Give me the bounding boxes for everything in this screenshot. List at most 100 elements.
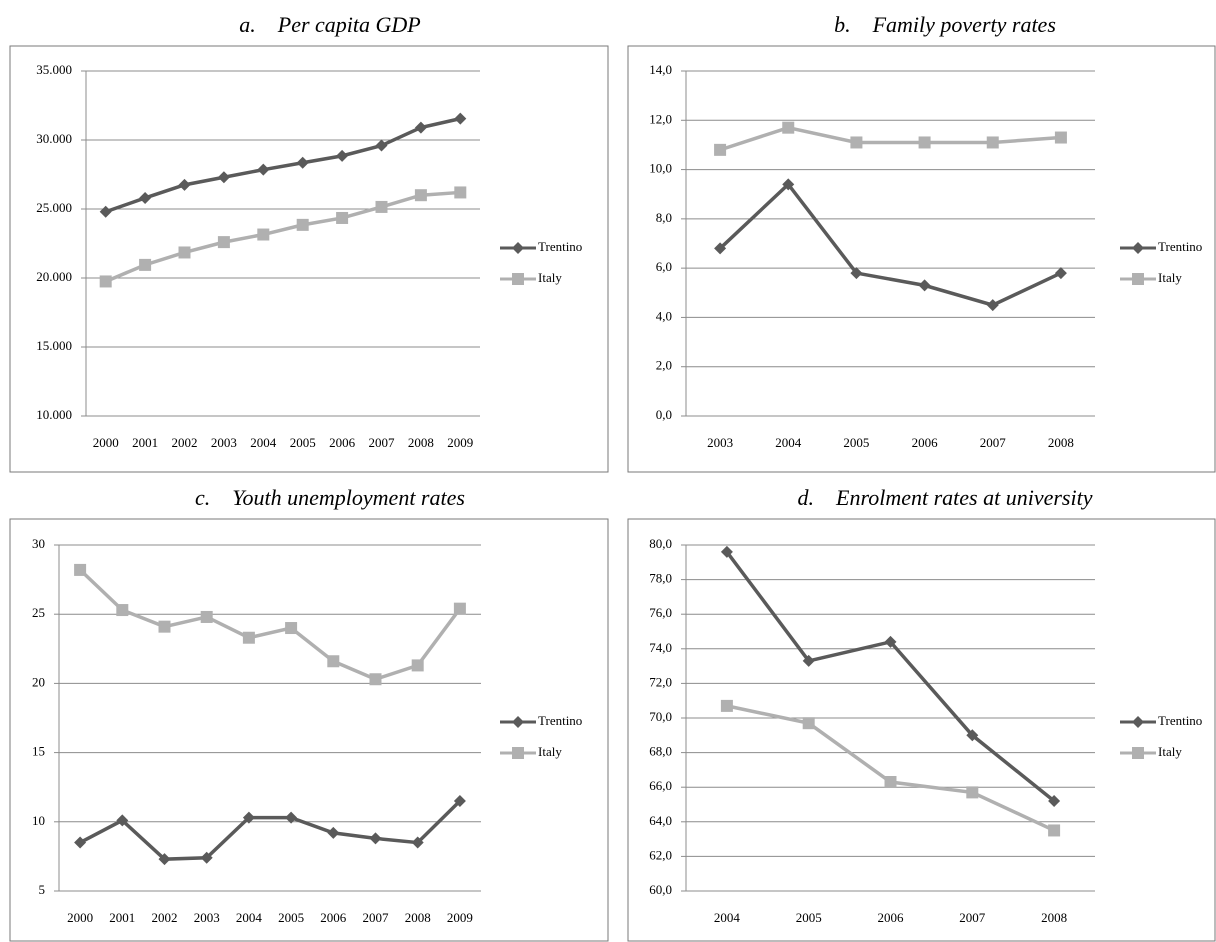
x-tick-label: 2004 [236, 910, 263, 925]
x-tick-label: 2000 [67, 910, 93, 925]
y-tick-label: 15.000 [36, 338, 72, 353]
series-line [79, 799, 462, 861]
y-tick-label: 80,0 [649, 536, 672, 551]
marker [782, 121, 795, 134]
y-tick-label: 60,0 [649, 882, 672, 897]
x-tick-label: 2001 [109, 910, 135, 925]
x-tick-label: 2001 [132, 435, 158, 450]
marker [411, 659, 424, 672]
y-tick-label: 2,0 [656, 358, 672, 373]
marker [918, 136, 931, 149]
y-tick-label: 10 [32, 813, 45, 828]
marker [200, 610, 213, 623]
y-tick-label: 10.000 [36, 407, 72, 422]
marker [850, 136, 863, 149]
x-tick-label: 2003 [211, 435, 237, 450]
panel-frame [627, 45, 1216, 473]
marker [296, 156, 309, 169]
series-line [725, 550, 1056, 803]
series-line [78, 568, 462, 682]
marker [453, 602, 466, 615]
marker [74, 563, 87, 576]
marker [296, 218, 309, 231]
marker [414, 121, 427, 134]
marker [1132, 716, 1144, 728]
marker [99, 205, 112, 218]
legend-label: Italy [538, 270, 562, 285]
marker [1054, 267, 1067, 280]
x-tick-label: 2002 [152, 910, 178, 925]
marker [512, 242, 524, 254]
marker [336, 211, 349, 224]
x-tick-label: 2004 [714, 910, 741, 925]
marker [512, 747, 524, 759]
marker [139, 258, 152, 271]
marker [1048, 795, 1061, 808]
marker [986, 136, 999, 149]
marker [884, 776, 897, 789]
x-tick-label: 2005 [796, 910, 822, 925]
y-tick-label: 25.000 [36, 200, 72, 215]
x-tick-label: 2004 [250, 435, 277, 450]
y-tick-label: 78,0 [649, 571, 672, 586]
y-tick-label: 66,0 [649, 778, 672, 793]
marker [217, 236, 230, 249]
marker [454, 186, 467, 199]
x-tick-label: 2009 [447, 435, 473, 450]
y-tick-label: 6,0 [656, 259, 672, 274]
marker [512, 716, 524, 728]
x-tick-label: 2003 [194, 910, 220, 925]
marker [285, 811, 298, 824]
x-tick-label: 2006 [912, 435, 939, 450]
series-line [719, 125, 1062, 152]
marker [257, 163, 270, 176]
marker [1054, 131, 1067, 144]
marker [217, 171, 230, 184]
legend-label: Italy [1158, 744, 1182, 759]
y-tick-label: 76,0 [649, 605, 672, 620]
y-tick-label: 15 [32, 744, 45, 759]
marker [375, 200, 388, 213]
marker [200, 851, 213, 864]
x-tick-label: 2006 [329, 435, 356, 450]
marker [411, 836, 424, 849]
marker [158, 853, 171, 866]
y-tick-label: 8,0 [656, 210, 672, 225]
marker [966, 786, 979, 799]
y-tick-label: 20 [32, 674, 45, 689]
y-tick-label: 4,0 [656, 308, 672, 323]
y-tick-label: 12,0 [649, 111, 672, 126]
y-tick-label: 0,0 [656, 407, 672, 422]
marker [178, 246, 191, 259]
marker [285, 622, 298, 635]
marker [714, 143, 727, 156]
y-tick-label: 62,0 [649, 847, 672, 862]
marker [802, 654, 815, 667]
x-tick-label: 2000 [93, 435, 119, 450]
x-tick-label: 2007 [959, 910, 986, 925]
panel-frame [9, 518, 609, 942]
y-tick-label: 5 [39, 882, 46, 897]
x-tick-label: 2008 [1041, 910, 1067, 925]
x-tick-label: 2007 [369, 435, 396, 450]
chart-title: a. Per capita GDP [239, 12, 420, 37]
marker [720, 545, 733, 558]
marker [966, 729, 979, 742]
x-tick-label: 2007 [980, 435, 1007, 450]
marker [369, 832, 382, 845]
marker [512, 273, 524, 285]
y-tick-label: 30 [32, 536, 45, 551]
x-tick-label: 2007 [363, 910, 390, 925]
marker [1132, 242, 1144, 254]
marker [375, 139, 388, 152]
chart-title: c. Youth unemployment rates [195, 485, 465, 510]
legend-label: Italy [1158, 270, 1182, 285]
marker [714, 242, 727, 255]
marker [158, 620, 171, 633]
x-tick-label: 2003 [707, 435, 733, 450]
marker [116, 814, 129, 827]
marker [336, 149, 349, 162]
marker [1132, 747, 1144, 759]
series-line [718, 181, 1062, 307]
